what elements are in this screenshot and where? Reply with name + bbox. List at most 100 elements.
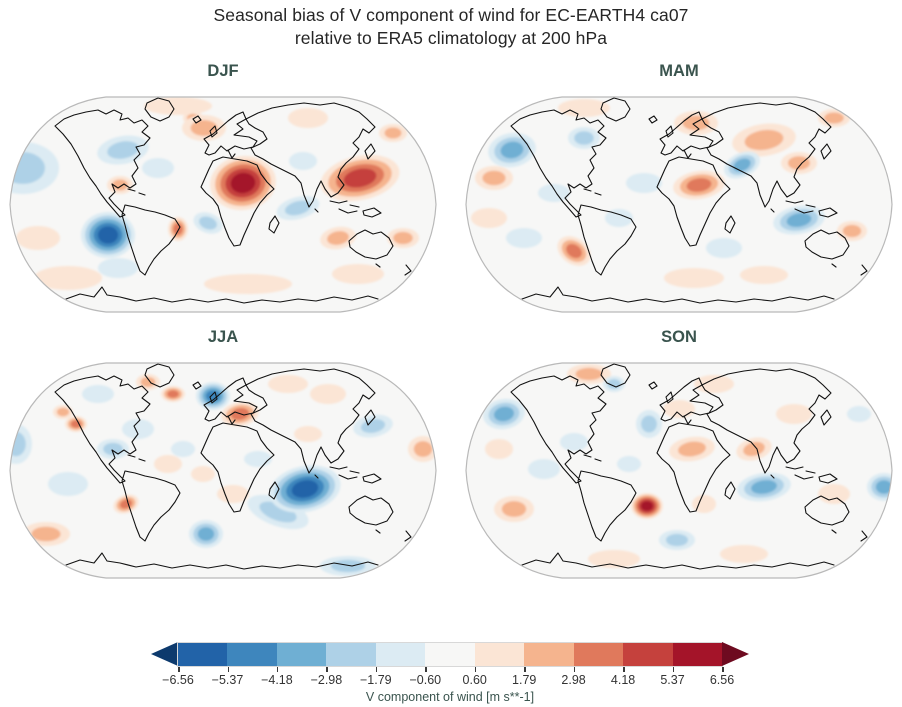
anomaly-contour [289, 152, 317, 170]
anomaly-contour [330, 559, 366, 573]
anomaly-contour [31, 526, 61, 542]
anomaly-contour [788, 156, 810, 170]
anomaly-contour [818, 484, 850, 504]
colorbar-tick-label: −2.98 [310, 673, 343, 687]
anomaly-contour [98, 258, 138, 278]
anomaly-contour [588, 550, 640, 568]
season-label-mam: MAM [659, 62, 699, 80]
anomaly-contour [560, 433, 588, 451]
anomaly-contour [641, 415, 657, 433]
anomaly-contour [230, 172, 256, 194]
colorbar-tick-label: 4.18 [610, 673, 636, 687]
anomaly-contour [332, 264, 384, 284]
colorbar-segment [227, 643, 277, 666]
anomaly-contour [294, 426, 322, 442]
colorbar-tick [375, 667, 378, 672]
anomaly-contour [413, 441, 433, 457]
colorbar: −6.56 −5.37 −4.18 −2.98 −1.79 −0.60 0.60 1.79 2.… [0, 642, 902, 707]
anomaly-contour [112, 179, 128, 191]
anomaly-field-son [483, 364, 892, 568]
anomaly-contour [733, 158, 751, 172]
anomaly-contour [154, 455, 182, 473]
world-map-son [465, 362, 893, 579]
colorbar-tick-label: 6.56 [709, 673, 735, 687]
colorbar-tick-label: 2.98 [561, 673, 586, 687]
colorbar-axis-label: V component of wind [m s**-1] [365, 690, 535, 704]
anomaly-contour [171, 441, 195, 457]
anomaly-contour [626, 173, 662, 193]
anomaly-contour [847, 406, 871, 422]
anomaly-contour [786, 213, 812, 227]
panel-djf: DJF [8, 58, 438, 321]
anomaly-contour [343, 168, 377, 188]
anomaly-contour [167, 390, 179, 398]
colorbar-segment [672, 643, 722, 666]
anomaly-contour [744, 129, 784, 151]
colorbar-tick-label: −5.37 [211, 673, 244, 687]
anomaly-contour [842, 224, 862, 238]
colorbar-tick-label: −1.79 [359, 673, 392, 687]
anomaly-contour [678, 441, 706, 457]
anomaly-contour [16, 226, 60, 250]
anomaly-contour [142, 158, 174, 178]
anomaly-contour [641, 501, 653, 511]
anomaly-field-mam [471, 99, 867, 288]
anomaly-contour [70, 420, 82, 428]
colorbar-segment [276, 643, 327, 666]
colorbar-tick-label: −4.18 [261, 673, 293, 687]
anomaly-contour [875, 480, 892, 494]
anomaly-contour [327, 231, 349, 245]
anomaly-contour [824, 112, 844, 124]
anomaly-contour [692, 495, 716, 513]
anomaly-contour [720, 545, 768, 563]
colorbar-segment [425, 643, 475, 666]
colorbar-segment [375, 643, 426, 666]
world-map-djf [9, 96, 437, 313]
colorbar-tick [425, 667, 427, 672]
colorbar-segment [623, 643, 673, 666]
colorbar-tick [326, 667, 328, 672]
anomaly-contour [471, 208, 507, 228]
anomaly-contour [706, 238, 742, 258]
colorbar-tick [623, 667, 625, 672]
season-label-djf: DJF [207, 62, 239, 80]
anomaly-contour [740, 266, 788, 284]
colorbar-tick [722, 667, 724, 672]
colorbar-segment [326, 643, 376, 666]
panel-jja: JJA [8, 324, 438, 587]
colorbar-tick [178, 667, 180, 672]
anomaly-contour [666, 533, 688, 547]
anomaly-contour [574, 131, 594, 145]
anomaly-contour [204, 274, 292, 294]
anomaly-contour [34, 266, 102, 290]
anomaly-contour [97, 226, 119, 244]
anomaly-field-djf [10, 97, 419, 294]
anomaly-contour [48, 472, 88, 496]
anomaly-contour [288, 108, 328, 128]
figure-title-line2: relative to ERA5 climatology at 200 hPa [294, 28, 608, 48]
anomaly-contour [617, 456, 641, 472]
colorbar-under-arrow [151, 642, 178, 666]
colorbar-tick [573, 667, 576, 672]
anomaly-contour [82, 385, 114, 403]
anomaly-contour [197, 527, 215, 541]
anomaly-contour [144, 97, 212, 115]
colorbar-segment [474, 643, 525, 666]
anomaly-contour [244, 451, 272, 467]
colorbar-tick [672, 667, 674, 672]
anomaly-contour [776, 404, 812, 424]
colorbar-tick-label: −0.60 [409, 673, 442, 687]
anomaly-contour [743, 441, 765, 457]
anomaly-contour [199, 216, 217, 230]
colorbar-body [177, 642, 723, 667]
anomaly-contour [485, 439, 513, 459]
anomaly-contour [493, 406, 515, 422]
world-map-mam [465, 96, 893, 313]
colorbar-segment [573, 643, 624, 666]
colorbar-tick [474, 667, 477, 672]
anomaly-contour [501, 501, 527, 517]
anomaly-contour [538, 184, 570, 202]
anomaly-contour [284, 200, 312, 216]
anomaly-contour [122, 419, 154, 439]
